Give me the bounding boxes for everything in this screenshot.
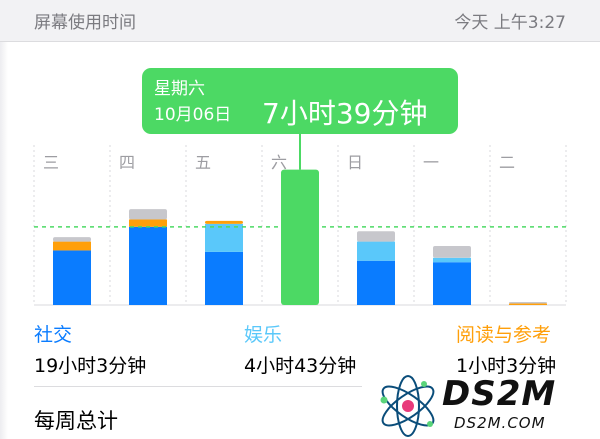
day-label: 二 xyxy=(499,153,516,172)
category-social-time: 19小时3分钟 xyxy=(34,355,147,377)
header: 屏幕使用时间 今天 上午3:27 xyxy=(0,0,600,42)
divider xyxy=(34,386,362,387)
atom-logo-icon xyxy=(380,375,435,437)
bar-selected xyxy=(281,169,319,305)
bar-segment xyxy=(205,220,243,224)
header-title: 屏幕使用时间 xyxy=(34,13,136,33)
watermark-logo-text: DS2M xyxy=(442,374,557,414)
header-time: 今天 上午3:27 xyxy=(454,13,566,33)
category-entertainment-name: 娱乐 xyxy=(244,324,283,346)
day-label: 五 xyxy=(195,153,212,172)
watermark: DS2M DS2M.COM xyxy=(372,372,598,438)
day-label: 一 xyxy=(423,153,440,172)
day-label: 六 xyxy=(271,153,288,172)
tooltip-date: 10月06日 xyxy=(154,105,232,125)
tooltip-day: 星期六 xyxy=(154,79,205,99)
selected-day-tooltip: 星期六 10月06日 7小时39分钟 xyxy=(142,68,458,134)
bar-segment xyxy=(129,226,167,305)
bar-segment xyxy=(509,302,547,304)
bar-segment xyxy=(433,262,471,305)
bar-segment xyxy=(53,237,91,242)
bar-segment xyxy=(129,209,167,220)
category-reading[interactable]: 阅读与参考 1小时3分钟 xyxy=(456,320,556,378)
bar-segment xyxy=(357,241,395,261)
bar-segment xyxy=(205,223,243,252)
bar-segment xyxy=(509,303,547,305)
bar-segment xyxy=(53,241,91,251)
left-edge-shadow xyxy=(0,42,8,439)
bar-segment xyxy=(433,246,471,258)
bar-segment xyxy=(433,257,471,263)
day-label: 四 xyxy=(119,153,136,172)
category-reading-time: 1小时3分钟 xyxy=(456,355,557,377)
category-reading-name: 阅读与参考 xyxy=(456,324,552,346)
day-label: 三 xyxy=(43,153,60,172)
watermark-url: DS2M.COM xyxy=(454,414,546,432)
day-label: 日 xyxy=(347,153,364,172)
bar-segment xyxy=(205,251,243,305)
weekly-total-heading[interactable]: 每周总计 xyxy=(34,409,118,433)
bar-segment xyxy=(357,260,395,305)
bar-segment xyxy=(53,250,91,305)
tooltip-total: 7小时39分钟 xyxy=(262,97,428,130)
bar-segment xyxy=(357,231,395,242)
category-social[interactable]: 社交 19小时3分钟 xyxy=(34,320,146,378)
category-entertainment[interactable]: 娱乐 4小时43分钟 xyxy=(244,320,356,378)
category-entertainment-time: 4小时43分钟 xyxy=(244,355,357,377)
bar-segment xyxy=(129,219,167,227)
category-social-name: 社交 xyxy=(34,324,73,346)
